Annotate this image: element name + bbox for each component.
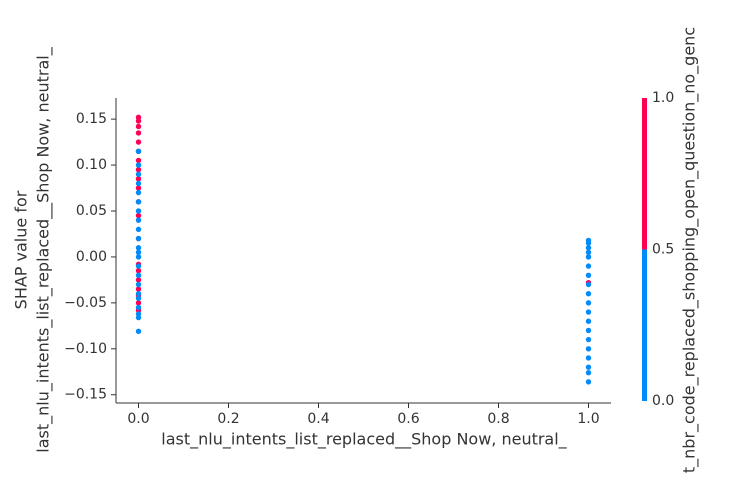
x-tick-label: 0.6 bbox=[397, 411, 419, 427]
point bbox=[135, 180, 142, 187]
point bbox=[135, 281, 142, 288]
y-tick-label: 0.15 bbox=[76, 111, 107, 127]
point bbox=[135, 217, 142, 223]
point bbox=[585, 254, 592, 260]
point bbox=[585, 355, 592, 361]
point bbox=[135, 272, 142, 279]
point bbox=[135, 148, 142, 154]
point bbox=[135, 245, 142, 251]
point bbox=[135, 157, 142, 164]
point bbox=[135, 199, 142, 205]
point bbox=[135, 208, 142, 214]
point bbox=[135, 290, 142, 297]
x-axis-label: last_nlu_intents_list_replaced__Shop Now… bbox=[161, 430, 567, 450]
colorbar-label: t_nbr_code_replaced_shopping_open_questi… bbox=[680, 27, 700, 473]
point bbox=[585, 281, 592, 288]
point bbox=[585, 327, 592, 334]
point bbox=[135, 123, 142, 130]
point bbox=[135, 235, 142, 242]
y-axis-label: last_nlu_intents_list_replaced__Shop Now… bbox=[34, 46, 54, 452]
point bbox=[135, 300, 142, 306]
point bbox=[135, 268, 142, 274]
point bbox=[135, 130, 142, 136]
point bbox=[585, 245, 592, 251]
y-tick-label: −0.10 bbox=[64, 341, 107, 357]
colorbar-segment bbox=[642, 98, 647, 250]
x-tick-label: 0.2 bbox=[217, 411, 239, 427]
point bbox=[585, 237, 592, 244]
x-tick-label: 0.8 bbox=[487, 411, 509, 427]
point bbox=[585, 379, 592, 385]
point bbox=[135, 114, 142, 120]
point bbox=[585, 346, 592, 352]
colorbar-tick-label: 0.5 bbox=[652, 242, 674, 258]
x-tick-label: 0.0 bbox=[127, 411, 149, 427]
y-axis-label: SHAP value for bbox=[12, 190, 31, 309]
point bbox=[135, 139, 142, 145]
x-tick-label: 1.0 bbox=[577, 411, 599, 427]
colorbar-tick-label: 1.0 bbox=[652, 90, 674, 106]
y-tick-label: 0.05 bbox=[76, 203, 107, 219]
point bbox=[585, 249, 592, 256]
point bbox=[135, 277, 142, 283]
point bbox=[135, 263, 142, 269]
y-tick-label: 0.00 bbox=[76, 249, 107, 265]
point bbox=[585, 369, 592, 376]
point bbox=[135, 311, 142, 317]
point bbox=[585, 290, 592, 297]
point bbox=[585, 336, 592, 343]
colorbar-segment bbox=[642, 249, 647, 401]
point bbox=[135, 176, 142, 182]
point bbox=[135, 226, 142, 233]
colorbar-tick-label: 0.0 bbox=[652, 393, 674, 409]
point bbox=[135, 249, 142, 256]
point bbox=[135, 254, 142, 260]
y-tick-label: −0.15 bbox=[64, 387, 107, 403]
point bbox=[135, 304, 142, 311]
point bbox=[135, 189, 142, 196]
x-tick-label: 0.4 bbox=[307, 411, 329, 427]
point bbox=[135, 166, 142, 173]
point bbox=[585, 309, 592, 315]
point bbox=[135, 286, 142, 292]
y-tick-label: 0.10 bbox=[76, 157, 107, 173]
point bbox=[135, 212, 142, 219]
point bbox=[585, 272, 592, 279]
point bbox=[135, 171, 142, 177]
point bbox=[135, 328, 142, 335]
point bbox=[135, 185, 142, 191]
y-tick-label: −0.05 bbox=[64, 295, 107, 311]
point bbox=[585, 263, 592, 269]
point bbox=[585, 364, 592, 370]
point bbox=[135, 162, 142, 168]
point bbox=[585, 300, 592, 306]
point bbox=[585, 318, 592, 324]
point bbox=[135, 295, 142, 301]
